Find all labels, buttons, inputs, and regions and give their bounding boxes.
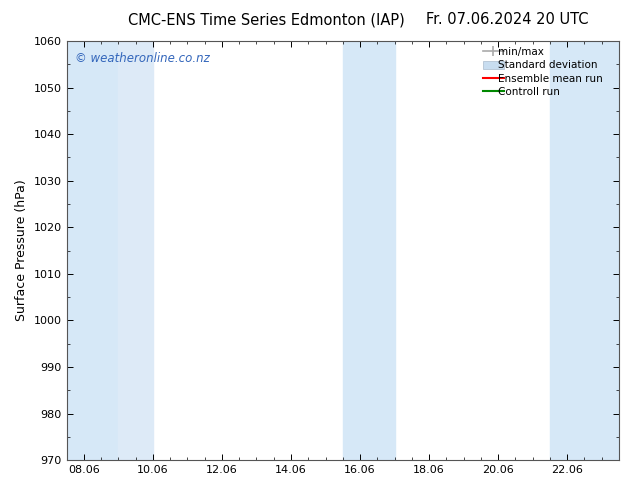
Text: Fr. 07.06.2024 20 UTC: Fr. 07.06.2024 20 UTC (426, 12, 588, 27)
Text: © weatheronline.co.nz: © weatheronline.co.nz (75, 51, 210, 65)
Bar (67, 41, 119, 460)
Legend: min/max, Standard deviation, Ensemble mean run, Controll run: min/max, Standard deviation, Ensemble me… (479, 43, 617, 101)
Text: CMC-ENS Time Series Edmonton (IAP): CMC-ENS Time Series Edmonton (IAP) (128, 12, 404, 27)
Bar (119, 41, 153, 460)
Bar (343, 41, 394, 460)
Y-axis label: Surface Pressure (hPa): Surface Pressure (hPa) (15, 180, 28, 321)
Bar (550, 41, 619, 460)
